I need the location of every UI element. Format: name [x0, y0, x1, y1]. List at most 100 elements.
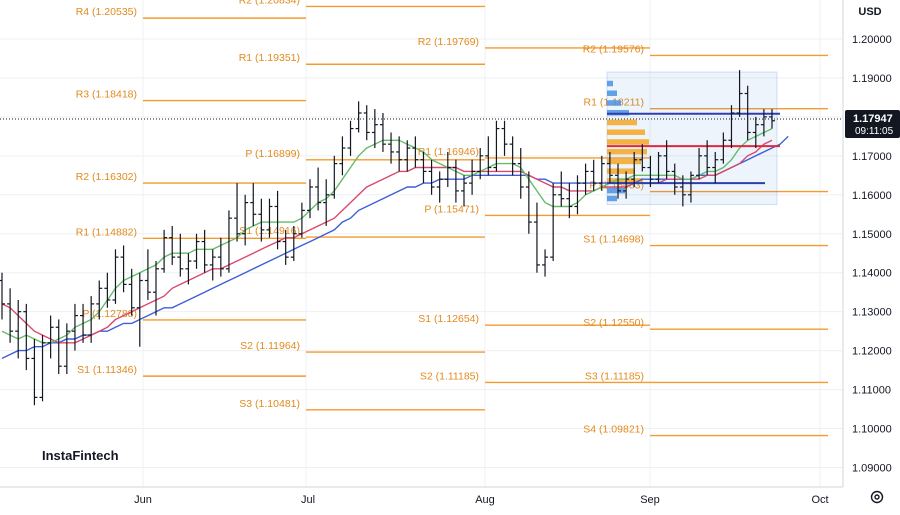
ohlc-bar	[250, 183, 257, 226]
ohlc-bar	[104, 272, 111, 308]
ohlc-bar	[96, 280, 103, 320]
pivot-label: R2 (1.16302)	[76, 171, 137, 183]
pivot-label: S2 (1.11185)	[420, 370, 479, 382]
ohlc-bar	[323, 179, 330, 226]
ohlc-bar	[120, 245, 127, 293]
ohlc-bar	[80, 303, 87, 343]
ohlc-bar	[631, 151, 638, 188]
ohlc-bar	[590, 159, 597, 191]
pivot-label: R1 (1.19351)	[239, 52, 300, 64]
pivot-label: R2 (1.19576)	[583, 43, 644, 55]
ohlc-bar	[136, 272, 143, 347]
pivot-label: S2 (1.11964)	[240, 340, 300, 352]
ohlc-bar	[752, 116, 759, 149]
ohlc-bar	[177, 233, 184, 277]
ohlc-bar	[7, 288, 14, 343]
current-price-tag	[845, 109, 900, 138]
ohlc-bar	[47, 315, 54, 359]
settings-gear-icon[interactable]	[868, 488, 886, 506]
currency-selector[interactable]: USD	[858, 6, 882, 18]
ohlc-bar	[436, 171, 443, 203]
ohlc-bar	[428, 159, 435, 195]
ohlc-bar	[258, 198, 265, 242]
y-tick-label: 1.19000	[852, 73, 892, 85]
ohlc-bar	[209, 249, 216, 281]
ohlc-bar	[525, 171, 532, 234]
ohlc-bar	[201, 229, 208, 273]
ohlc-bar	[307, 179, 313, 219]
ohlc-bar	[169, 225, 176, 265]
y-tick-label: 1.10000	[852, 424, 892, 436]
ohlc-bar	[639, 144, 646, 172]
ma-green-line	[1, 127, 773, 344]
ohlc-bar	[379, 112, 386, 152]
ohlc-bar	[185, 253, 192, 285]
volume-profile-bar	[607, 178, 643, 184]
pivot-label: P (1.15471)	[424, 203, 479, 215]
pivot-label: S1 (1.11346)	[77, 364, 137, 376]
ohlc-bar	[615, 163, 621, 199]
ohlc-bar	[282, 229, 289, 265]
ohlc-bar	[225, 210, 232, 273]
x-tick-label: Oct	[811, 494, 828, 506]
ohlc-bar	[477, 148, 484, 180]
y-tick-label: 1.17000	[852, 151, 892, 163]
volume-profile-bar	[607, 109, 629, 116]
ohlc-bar	[582, 163, 589, 195]
bar-countdown: 09:11:05	[855, 126, 894, 137]
ohlc-bar	[315, 167, 322, 211]
ohlc-bar	[469, 159, 476, 195]
ohlc-bar	[533, 202, 540, 273]
volume-profile-bar	[607, 168, 635, 174]
y-tick-label: 1.12000	[852, 346, 892, 358]
volume-profile-bar	[607, 100, 621, 106]
ohlc-bar	[161, 229, 168, 273]
volume-profile-bar	[607, 139, 649, 145]
x-tick-label: Sep	[640, 494, 660, 506]
ohlc-bar	[485, 136, 492, 176]
ohlc-bar	[461, 175, 467, 207]
ohlc-bar	[0, 272, 5, 320]
ohlc-bar	[623, 171, 630, 199]
ohlc-bar	[566, 183, 573, 219]
ohlc-bar	[363, 105, 370, 141]
ohlc-bar	[550, 183, 557, 262]
ohlc-bar	[655, 151, 662, 184]
ohlc-bar	[558, 171, 565, 207]
pivot-label: P (1.16899)	[245, 148, 300, 160]
ohlc-bar	[339, 136, 346, 176]
volume-profile-bar	[607, 187, 625, 194]
ohlc-bar	[15, 299, 22, 359]
pivot-label: S1 (1.12654)	[418, 313, 479, 325]
y-tick-label: 1.20000	[852, 34, 892, 46]
ohlc-bar	[509, 136, 516, 176]
ohlc-bar	[542, 249, 549, 277]
x-tick-label: Jun	[134, 494, 152, 506]
ohlc-bar	[71, 303, 78, 351]
ohlc-bar	[679, 175, 686, 207]
x-tick-label: Jul	[301, 494, 315, 506]
ohlc-bar	[371, 109, 378, 149]
ohlc-bar	[647, 155, 654, 188]
volume-profile-bar	[607, 148, 647, 155]
pivot-label: R1 (1.16946)	[418, 146, 479, 158]
ohlc-bar	[420, 151, 427, 184]
ohlc-bar	[274, 190, 281, 250]
x-tick-label: Aug	[475, 494, 495, 506]
ohlc-bar	[598, 155, 605, 191]
ohlc-bar	[704, 140, 711, 176]
y-tick-label: 1.09000	[852, 463, 892, 475]
ohlc-bar	[355, 101, 362, 133]
ohlc-bar	[39, 335, 46, 402]
y-tick-label: 1.13000	[852, 307, 892, 319]
ohlc-bar	[23, 303, 30, 371]
ohlc-bar	[671, 163, 678, 195]
current-price-value: 1.17947	[853, 113, 893, 125]
ohlc-bar	[153, 261, 159, 316]
pivot-label: S1 (1.14698)	[583, 234, 644, 246]
volume-profile-bar	[607, 195, 617, 202]
pivot-label: R1 (1.14882)	[76, 226, 137, 238]
pivot-label: S3 (1.10481)	[239, 398, 300, 410]
